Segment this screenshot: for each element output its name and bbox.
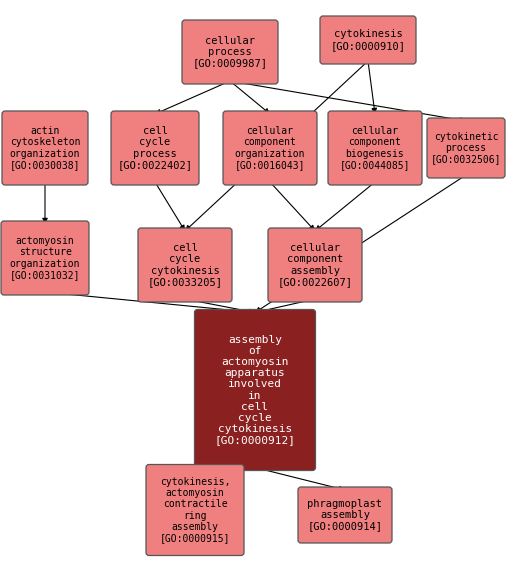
Text: assembly
of
actomyosin
apparatus
involved
in
cell
cycle
cytokinesis
[GO:0000912]: assembly of actomyosin apparatus involve… — [214, 334, 296, 445]
FancyBboxPatch shape — [2, 111, 88, 185]
Text: cellular
component
organization
[GO:0016043]: cellular component organization [GO:0016… — [235, 126, 305, 170]
FancyBboxPatch shape — [138, 228, 232, 302]
Text: cellular
component
biogenesis
[GO:0044085]: cellular component biogenesis [GO:004408… — [340, 126, 410, 170]
FancyBboxPatch shape — [111, 111, 199, 185]
Text: actin
cytoskeleton
organization
[GO:0030038]: actin cytoskeleton organization [GO:0030… — [10, 126, 80, 170]
Text: phragmoplast
assembly
[GO:0000914]: phragmoplast assembly [GO:0000914] — [308, 499, 382, 531]
FancyBboxPatch shape — [223, 111, 317, 185]
FancyBboxPatch shape — [195, 310, 315, 471]
Text: actomyosin
structure
organization
[GO:0031032]: actomyosin structure organization [GO:00… — [10, 236, 80, 280]
FancyBboxPatch shape — [427, 118, 505, 178]
Text: cellular
component
assembly
[GO:0022607]: cellular component assembly [GO:0022607] — [277, 243, 352, 287]
Text: cell
cycle
cytokinesis
[GO:0033205]: cell cycle cytokinesis [GO:0033205] — [148, 243, 223, 287]
FancyBboxPatch shape — [320, 16, 416, 64]
FancyBboxPatch shape — [182, 20, 278, 84]
FancyBboxPatch shape — [268, 228, 362, 302]
Text: cytokinesis
[GO:0000910]: cytokinesis [GO:0000910] — [331, 29, 406, 50]
FancyBboxPatch shape — [1, 221, 89, 295]
FancyBboxPatch shape — [146, 465, 244, 555]
Text: cell
cycle
process
[GO:0022402]: cell cycle process [GO:0022402] — [118, 126, 193, 170]
Text: cytokinesis,
actomyosin
contractile
ring
assembly
[GO:0000915]: cytokinesis, actomyosin contractile ring… — [160, 477, 230, 543]
FancyBboxPatch shape — [328, 111, 422, 185]
Text: cytokinetic
process
[GO:0032506]: cytokinetic process [GO:0032506] — [431, 132, 501, 164]
Text: cellular
process
[GO:0009987]: cellular process [GO:0009987] — [193, 36, 268, 68]
FancyBboxPatch shape — [298, 487, 392, 543]
